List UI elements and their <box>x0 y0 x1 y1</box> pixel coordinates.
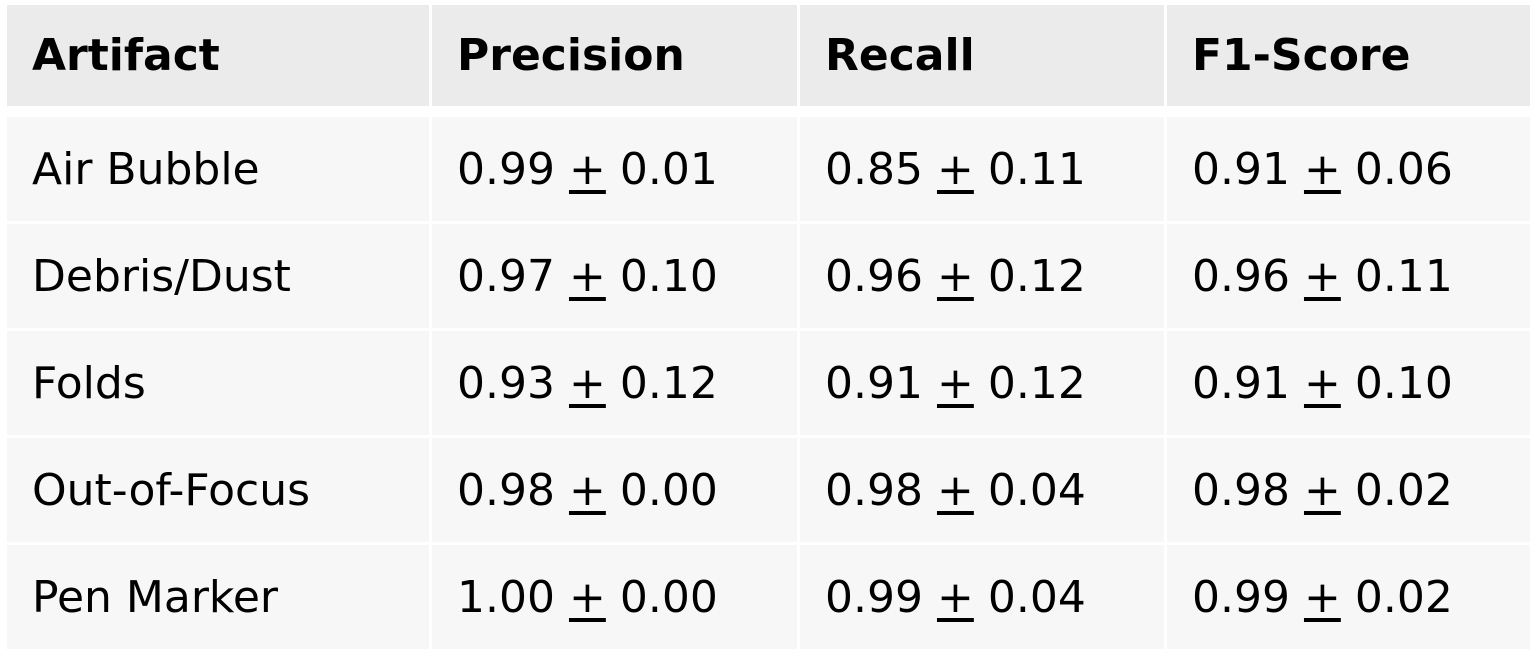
std-value: 0.01 <box>619 143 718 195</box>
f1-cell: 0.91 +0.06 <box>1167 117 1530 221</box>
plus-minus-symbol: + <box>568 357 606 409</box>
results-table: Artifact Precision Recall F1-Score Air B… <box>7 5 1530 652</box>
header-f1-score: F1-Score <box>1167 5 1530 106</box>
plus-minus-symbol: + <box>1303 571 1341 623</box>
std-value: 0.12 <box>987 250 1086 302</box>
std-value: 0.10 <box>619 250 718 302</box>
precision-cell: 0.93 +0.12 <box>432 331 797 435</box>
mean-value: 0.91 <box>1192 357 1290 409</box>
plus-minus-symbol: + <box>568 143 606 195</box>
mean-value: 0.96 <box>825 250 923 302</box>
std-value: 0.04 <box>987 464 1086 516</box>
std-value: 0.11 <box>1354 250 1453 302</box>
mean-value: 0.99 <box>457 143 555 195</box>
precision-cell: 1.00 +0.00 <box>432 545 797 649</box>
mean-value: 0.99 <box>1192 571 1290 623</box>
mean-value: 0.98 <box>1192 464 1290 516</box>
recall-cell: 0.96 +0.12 <box>800 224 1164 328</box>
recall-cell: 0.98 +0.04 <box>800 438 1164 542</box>
plus-minus-symbol: + <box>1303 357 1341 409</box>
mean-value: 0.85 <box>825 143 923 195</box>
f1-cell: 0.96 +0.11 <box>1167 224 1530 328</box>
artifact-cell: Debris/Dust <box>7 224 429 328</box>
plus-minus-symbol: + <box>936 464 974 516</box>
f1-cell: 0.98 +0.02 <box>1167 438 1530 542</box>
mean-value: 0.98 <box>825 464 923 516</box>
header-precision: Precision <box>432 5 797 106</box>
precision-cell: 0.98 +0.00 <box>432 438 797 542</box>
std-value: 0.00 <box>619 464 718 516</box>
std-value: 0.12 <box>987 357 1086 409</box>
f1-cell: 0.99 +0.02 <box>1167 545 1530 649</box>
mean-value: 0.91 <box>825 357 923 409</box>
mean-value: 0.96 <box>1192 250 1290 302</box>
mean-value: 0.93 <box>457 357 555 409</box>
artifact-cell: Air Bubble <box>7 117 429 221</box>
artifact-cell: Pen Marker <box>7 545 429 649</box>
std-value: 0.02 <box>1354 464 1453 516</box>
std-value: 0.02 <box>1354 571 1453 623</box>
mean-value: 0.91 <box>1192 143 1290 195</box>
plus-minus-symbol: + <box>936 571 974 623</box>
std-value: 0.06 <box>1354 143 1453 195</box>
plus-minus-symbol: + <box>568 250 606 302</box>
precision-cell: 0.97 +0.10 <box>432 224 797 328</box>
plus-minus-symbol: + <box>1303 250 1341 302</box>
mean-value: 0.99 <box>825 571 923 623</box>
precision-cell: 0.99 +0.01 <box>432 117 797 221</box>
plus-minus-symbol: + <box>1303 464 1341 516</box>
f1-cell: 0.91 +0.10 <box>1167 331 1530 435</box>
mean-value: 0.98 <box>457 464 555 516</box>
std-value: 0.10 <box>1354 357 1453 409</box>
std-value: 0.04 <box>987 571 1086 623</box>
plus-minus-symbol: + <box>936 357 974 409</box>
plus-minus-symbol: + <box>1303 143 1341 195</box>
recall-cell: 0.99 +0.04 <box>800 545 1164 649</box>
mean-value: 1.00 <box>457 571 555 623</box>
header-artifact: Artifact <box>7 5 429 106</box>
artifact-cell: Out-of-Focus <box>7 438 429 542</box>
recall-cell: 0.85 +0.11 <box>800 117 1164 221</box>
plus-minus-symbol: + <box>568 571 606 623</box>
plus-minus-symbol: + <box>936 143 974 195</box>
artifact-cell: Folds <box>7 331 429 435</box>
std-value: 0.11 <box>987 143 1086 195</box>
std-value: 0.12 <box>619 357 718 409</box>
mean-value: 0.97 <box>457 250 555 302</box>
plus-minus-symbol: + <box>936 250 974 302</box>
header-recall: Recall <box>800 5 1164 106</box>
recall-cell: 0.91 +0.12 <box>800 331 1164 435</box>
plus-minus-symbol: + <box>568 464 606 516</box>
std-value: 0.00 <box>619 571 718 623</box>
